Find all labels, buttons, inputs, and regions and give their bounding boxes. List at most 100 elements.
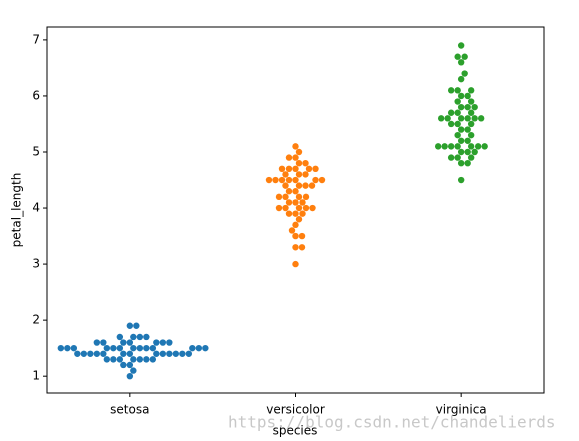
swarm-point (110, 344, 117, 352)
swarm-point (299, 210, 306, 217)
swarm-point (265, 176, 273, 184)
swarm-point (189, 344, 196, 352)
y-axis-label: petal_length (10, 173, 24, 248)
swarm-point (126, 339, 134, 346)
swarm-point (444, 115, 451, 122)
swarm-point (461, 53, 468, 60)
y-tick-label: 2 (32, 313, 40, 327)
swarm-point (457, 103, 465, 111)
swarm-point (153, 339, 160, 346)
swarm-point (185, 350, 193, 357)
swarm-point (292, 176, 299, 184)
swarm-point (464, 137, 471, 144)
swarm-point (120, 339, 127, 346)
swarm-point (457, 176, 465, 184)
swarm-point (457, 42, 465, 49)
swarm-point (295, 159, 303, 167)
swarm-point (149, 344, 157, 352)
swarm-point (285, 188, 293, 195)
y-tick-label: 3 (32, 257, 40, 271)
swarm-point (447, 154, 455, 161)
y-tick-label: 5 (32, 144, 40, 158)
swarm-point (80, 350, 88, 357)
swarm-point (464, 159, 471, 167)
watermark: https://blog.csdn.net/chandelierds (228, 413, 556, 432)
swarm-point (464, 115, 471, 122)
swarm-point (299, 199, 306, 206)
swarm-point (457, 126, 465, 133)
swarm-point (471, 103, 478, 111)
swarm-point (447, 120, 455, 128)
swarm-point (172, 350, 180, 357)
swarm-point (103, 344, 111, 352)
swarm-point (464, 126, 471, 133)
swarm-point (126, 361, 134, 369)
swarm-point (454, 131, 461, 139)
y-tick-label: 6 (32, 88, 40, 102)
swarm-point (136, 333, 144, 341)
swarm-point (116, 344, 124, 352)
swarm-point (70, 344, 78, 352)
swarm-point (159, 350, 167, 357)
swarm-point (467, 87, 475, 94)
swarm-point (278, 176, 286, 184)
swarm-point (136, 356, 144, 363)
swarm-point (100, 350, 107, 357)
swarm-point (116, 356, 124, 363)
swarm-point (130, 367, 137, 374)
swarm-point (454, 143, 461, 150)
swarm-point (282, 182, 289, 189)
swarm-point (457, 137, 465, 144)
swarm-point (133, 322, 140, 329)
swarm-point (454, 154, 461, 161)
swarm-point (292, 221, 299, 229)
swarm-point (126, 322, 134, 329)
swarm-point (292, 154, 299, 161)
swarm-point (454, 98, 461, 105)
swarm-point (285, 154, 293, 161)
swarm-point (282, 171, 289, 178)
swarm-point (288, 227, 296, 234)
swarm-point (298, 232, 306, 240)
swarm-point (447, 87, 455, 94)
swarm-point (179, 350, 186, 357)
swarm-point (278, 165, 286, 173)
swarm-point (292, 199, 299, 206)
swarm-point (285, 210, 293, 217)
swarm-point (454, 87, 461, 94)
swarm-point (285, 176, 293, 184)
swarm-point (143, 356, 150, 363)
swarm-point (457, 159, 465, 167)
x-tick-label: virginica (436, 403, 487, 417)
swarm-point (447, 143, 455, 150)
swarm-point (272, 176, 279, 184)
y-tick-label: 7 (32, 32, 40, 46)
swarm-point (461, 70, 468, 77)
swarm-point (298, 244, 306, 251)
swarm-point (457, 92, 465, 100)
swarm-point (126, 372, 134, 380)
swarm-point (64, 344, 71, 352)
swarm-point (116, 333, 124, 341)
swarm-point (130, 344, 137, 352)
swarm-point (295, 204, 303, 212)
y-tick-label: 4 (32, 201, 40, 215)
swarm-point (302, 171, 309, 178)
swarm-point (57, 344, 65, 352)
swarm-point (305, 165, 313, 173)
swarm-point (130, 356, 137, 363)
swarm-point (467, 120, 475, 128)
swarm-point (149, 356, 157, 363)
swarm-point (464, 148, 471, 156)
swarm-point (471, 148, 478, 156)
swarm-point (126, 350, 134, 357)
swarm-point (437, 115, 445, 122)
x-axis-label: species (273, 424, 318, 438)
x-tick-label: versicolor (266, 403, 325, 417)
swarm-point (292, 210, 299, 217)
swarm-point (434, 143, 442, 150)
swarm-point (285, 165, 293, 173)
swarm-point (110, 356, 117, 363)
swarm-point (292, 232, 299, 240)
swarm-point (292, 165, 299, 173)
